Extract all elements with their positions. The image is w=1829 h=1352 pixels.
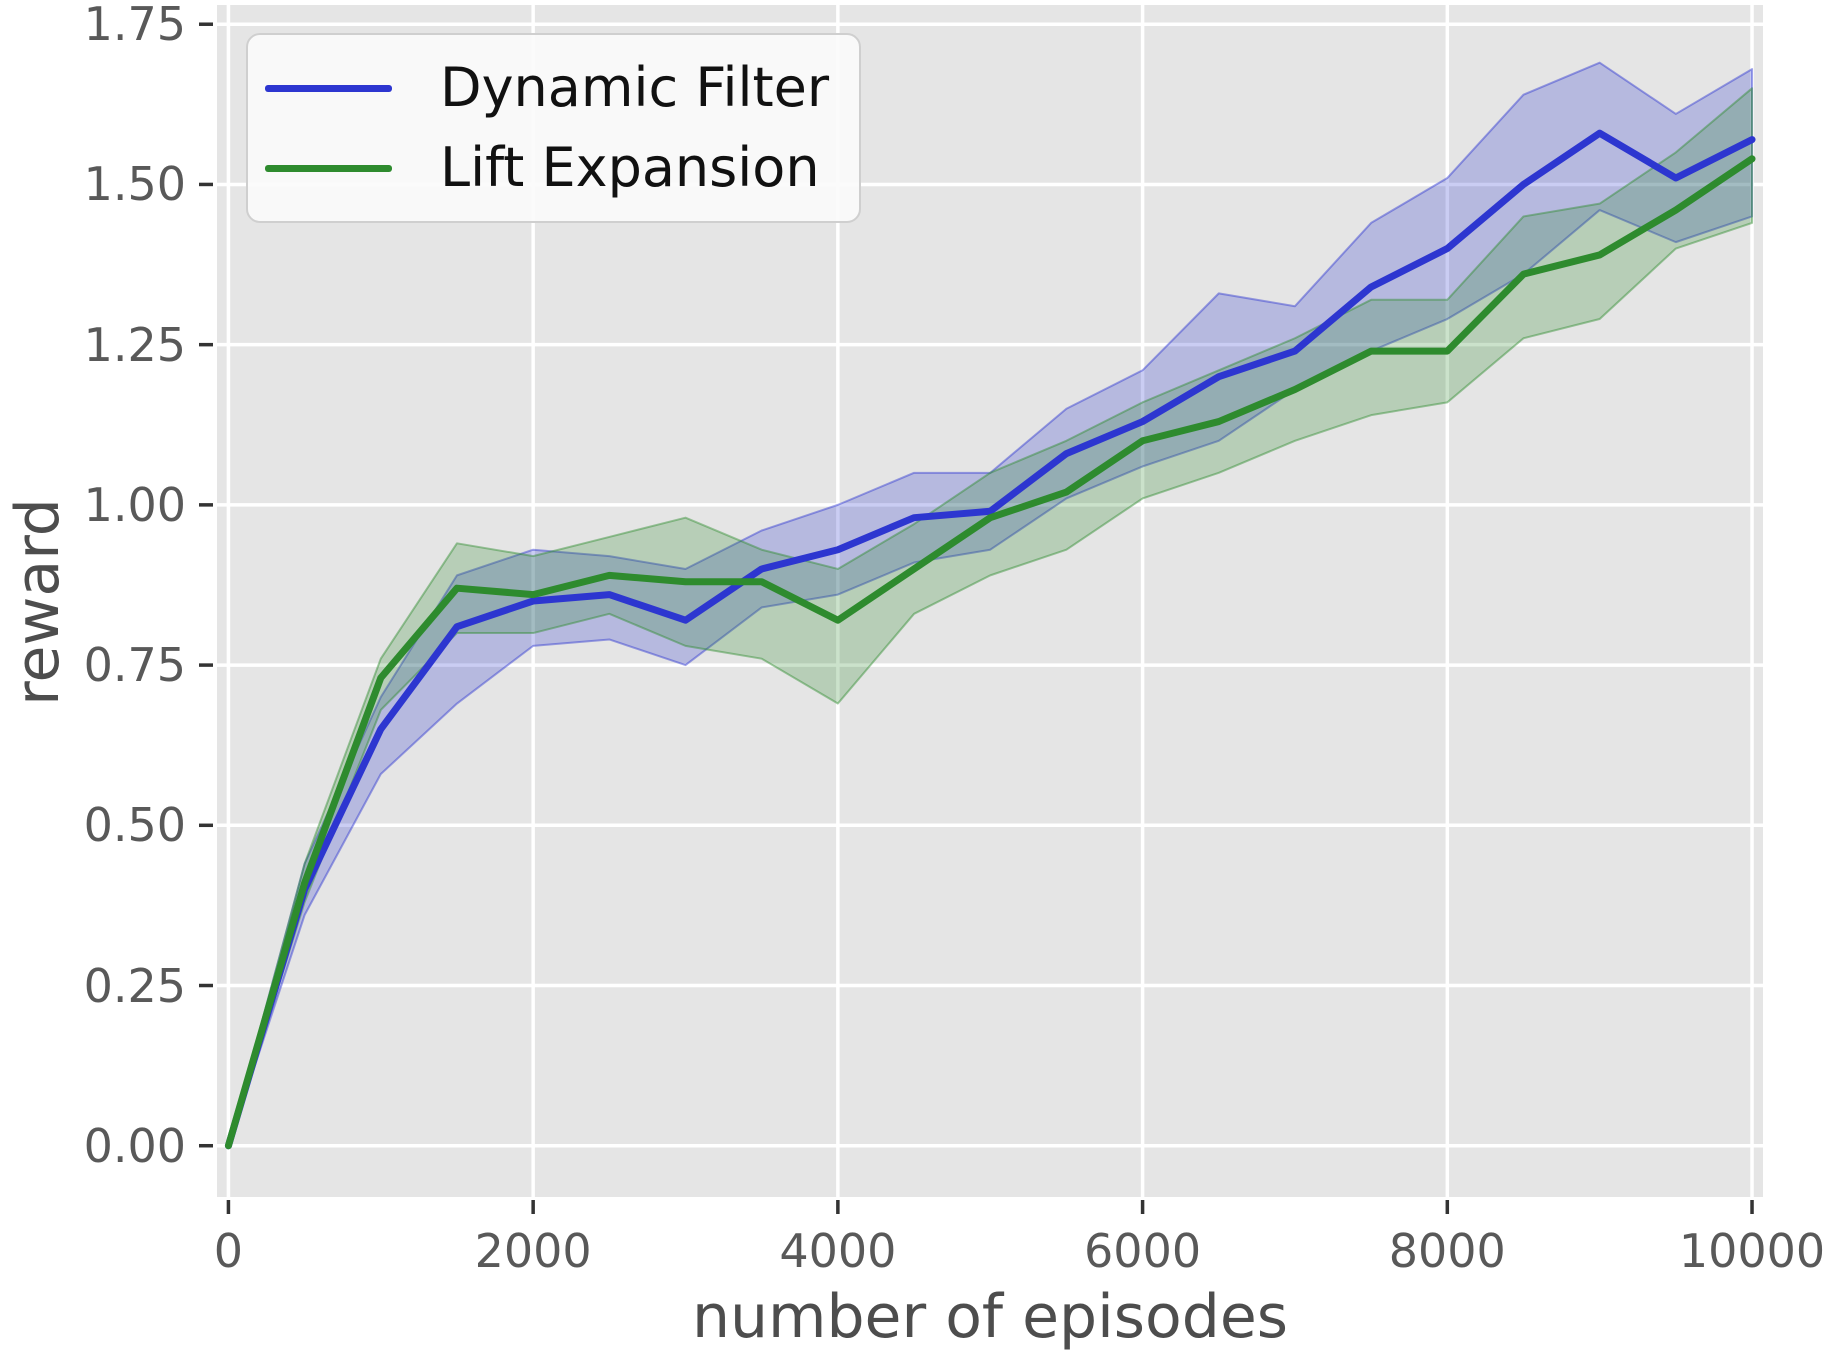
x-tick-label-0: 0: [213, 1224, 244, 1278]
legend-item-dynamic-filter: Dynamic Filter: [248, 48, 859, 128]
legend-line-sample-green: [265, 164, 392, 172]
legend-label-lift-expansion: Lift Expansion: [440, 136, 820, 199]
x-tick-label-10000: 10000: [1678, 1224, 1826, 1278]
x-axis-label: number of episodes: [691, 1282, 1289, 1352]
legend: Dynamic Filter Lift Expansion: [246, 33, 861, 223]
x-tick-label-4000: 4000: [779, 1224, 897, 1278]
y-tick-label-1.00: 1.00: [83, 477, 186, 532]
legend-line-sample-blue: [265, 84, 392, 92]
x-tick-label-8000: 8000: [1388, 1224, 1506, 1278]
series-line-dynamic-filter: [224, 129, 1756, 1150]
y-tick-label-0.75: 0.75: [83, 638, 186, 693]
y-tick-label-0.25: 0.25: [83, 958, 186, 1013]
x-tick-label-2000: 2000: [474, 1224, 592, 1278]
x-tick-label-6000: 6000: [1084, 1224, 1202, 1278]
legend-label-dynamic-filter: Dynamic Filter: [440, 56, 830, 119]
legend-item-lift-expansion: Lift Expansion: [248, 128, 859, 208]
y-axis-label: reward: [3, 498, 73, 706]
y-tick-label-0.50: 0.50: [83, 798, 186, 853]
y-tick-label-1.25: 1.25: [83, 317, 186, 372]
y-tick-label-1.75: 1.75: [83, 0, 186, 52]
y-tick-label-0.00: 0.00: [83, 1118, 186, 1173]
series-line-lift-expansion: [224, 155, 1756, 1150]
y-tick-label-1.50: 1.50: [83, 157, 186, 212]
